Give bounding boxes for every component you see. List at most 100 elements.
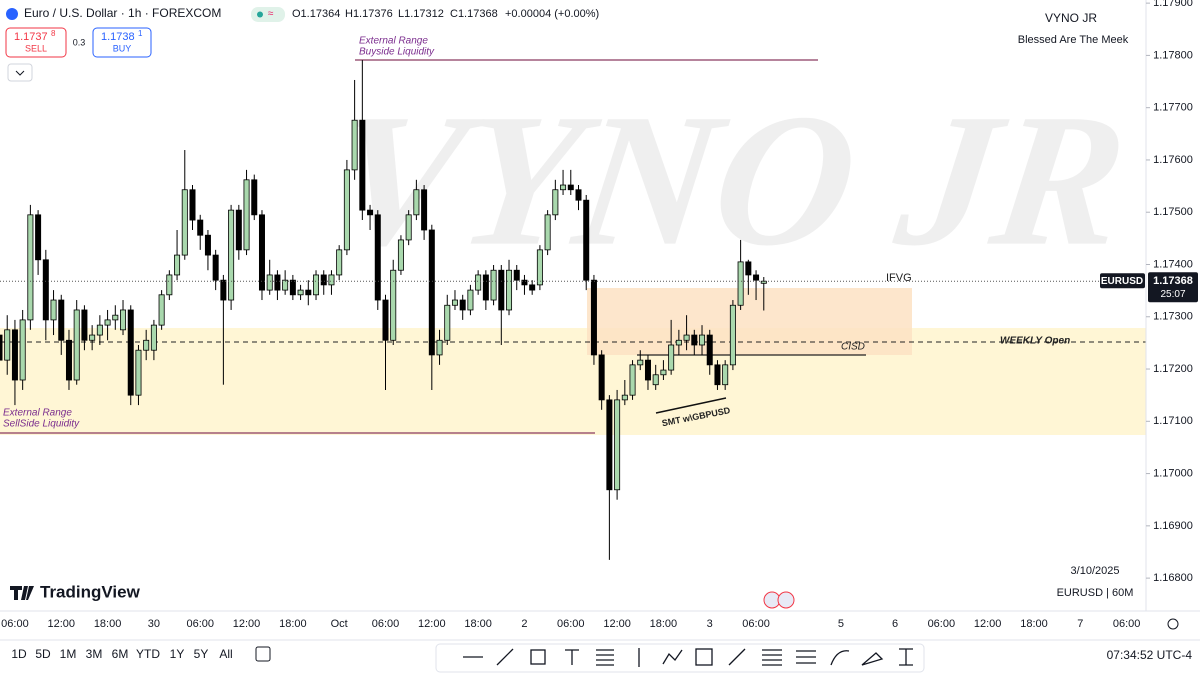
- candle-body: [320, 274, 327, 286]
- price-tag-box: [1148, 272, 1198, 303]
- candle-body: [382, 299, 389, 341]
- x-tick-label: 06:00: [1113, 618, 1141, 630]
- candle-body: [343, 169, 350, 251]
- candle-body: [560, 184, 567, 191]
- range-button[interactable]: 5Y: [194, 647, 209, 661]
- tool-measure[interactable]: [899, 648, 913, 666]
- candle-body: [266, 274, 273, 291]
- tool-text[interactable]: [565, 649, 579, 665]
- tool-fib[interactable]: [596, 649, 614, 666]
- candle-body: [513, 269, 520, 281]
- candle-body: [143, 339, 150, 351]
- tool-ray[interactable]: [728, 648, 746, 666]
- x-tick-label: 3: [707, 618, 713, 630]
- candle-body: [637, 359, 644, 366]
- candle-body: [699, 334, 706, 346]
- event-icon[interactable]: [777, 591, 795, 609]
- candle-body: [374, 214, 381, 301]
- candle-body: [197, 219, 204, 236]
- x-tick-label: 18:00: [94, 618, 122, 630]
- x-tick-label: 2: [521, 618, 527, 630]
- author-name: VYNO JR: [1045, 11, 1097, 25]
- range-button[interactable]: 1M: [60, 647, 77, 661]
- candle-body: [282, 279, 289, 291]
- tool-pattern[interactable]: [662, 649, 683, 665]
- candle-body: [89, 334, 96, 341]
- candle-body: [451, 299, 458, 306]
- candle-body: [27, 214, 34, 321]
- settings-icon[interactable]: [1167, 618, 1179, 630]
- candle-body: [73, 309, 80, 381]
- x-tick-label: 12:00: [47, 618, 75, 630]
- candle-body: [675, 339, 682, 346]
- y-tick-label: 1.17400: [1153, 258, 1193, 270]
- buy-button[interactable]: [92, 27, 152, 58]
- candle-body: [714, 364, 721, 386]
- candle-body: [529, 284, 536, 291]
- clock: 07:34:52 UTC-4: [1107, 648, 1193, 662]
- range-button[interactable]: 6M: [112, 647, 129, 661]
- candle-body: [482, 274, 489, 301]
- sell-price: 1.1737: [14, 31, 48, 43]
- tool-rect[interactable]: [530, 649, 546, 665]
- x-tick-label: 18:00: [650, 618, 678, 630]
- date-range-icon[interactable]: [255, 646, 271, 662]
- y-tick-label: 1.17600: [1153, 154, 1193, 166]
- candle-body: [112, 314, 119, 321]
- drawing-tools: [463, 648, 913, 667]
- range-button[interactable]: All: [219, 647, 232, 661]
- collapse-button[interactable]: [7, 63, 33, 82]
- candle-body: [722, 364, 729, 386]
- x-tick-label: 5: [838, 618, 844, 630]
- candle-body: [644, 359, 651, 381]
- y-tick-label: 1.17200: [1153, 363, 1193, 375]
- candle-body: [212, 254, 219, 281]
- candle-body: [590, 279, 597, 356]
- symbol-icon: [6, 8, 18, 20]
- range-button[interactable]: 1D: [11, 647, 27, 661]
- range-button[interactable]: YTD: [136, 647, 160, 661]
- x-tick-label: 18:00: [1020, 618, 1048, 630]
- tool-position[interactable]: [762, 649, 782, 666]
- status-dot: [257, 11, 263, 18]
- candle-body: [390, 269, 397, 341]
- sell-button[interactable]: [5, 27, 67, 58]
- x-tick-label: 18:00: [464, 618, 492, 630]
- tool-grid[interactable]: [695, 648, 713, 666]
- candle-body: [58, 299, 65, 341]
- range-button[interactable]: 1Y: [170, 647, 185, 661]
- candle-body: [428, 229, 435, 356]
- candle-body: [421, 189, 428, 231]
- candle-body: [583, 199, 590, 281]
- range-button[interactable]: 3M: [86, 647, 103, 661]
- buy-price: 1.1738: [101, 31, 135, 43]
- tool-curve[interactable]: [830, 650, 850, 666]
- x-tick-label: 6: [892, 618, 898, 630]
- x-tick-label: 18:00: [279, 618, 307, 630]
- countdown: 25:07: [1160, 289, 1185, 300]
- range-button[interactable]: 5D: [35, 647, 51, 661]
- candle-body: [96, 324, 103, 336]
- y-tick-label: 1.17900: [1153, 0, 1193, 9]
- x-tick-label: 12:00: [974, 618, 1002, 630]
- candle-body: [521, 279, 528, 286]
- candle-body: [621, 394, 628, 401]
- candle-body: [467, 289, 474, 311]
- x-tick-label: 06:00: [1, 618, 29, 630]
- spread: 0.3: [73, 37, 86, 47]
- buy-pip: 1: [138, 29, 143, 38]
- tool-forecast[interactable]: [796, 650, 816, 664]
- symbol-tag-box: [1100, 273, 1145, 289]
- tool-brush[interactable]: [861, 652, 884, 666]
- x-tick-label: 7: [1077, 618, 1083, 630]
- candle-body: [189, 189, 196, 221]
- symbol-tag: EURUSD: [1101, 276, 1143, 287]
- candle-body: [737, 261, 744, 306]
- candle-body: [81, 309, 88, 341]
- candle-body: [567, 184, 574, 191]
- symbol-title[interactable]: Euro / U.S. Dollar · 1h · FOREXCOM: [24, 6, 221, 20]
- candle-body: [0, 334, 3, 361]
- tool-trend[interactable]: [496, 648, 514, 666]
- candle-body: [135, 349, 142, 396]
